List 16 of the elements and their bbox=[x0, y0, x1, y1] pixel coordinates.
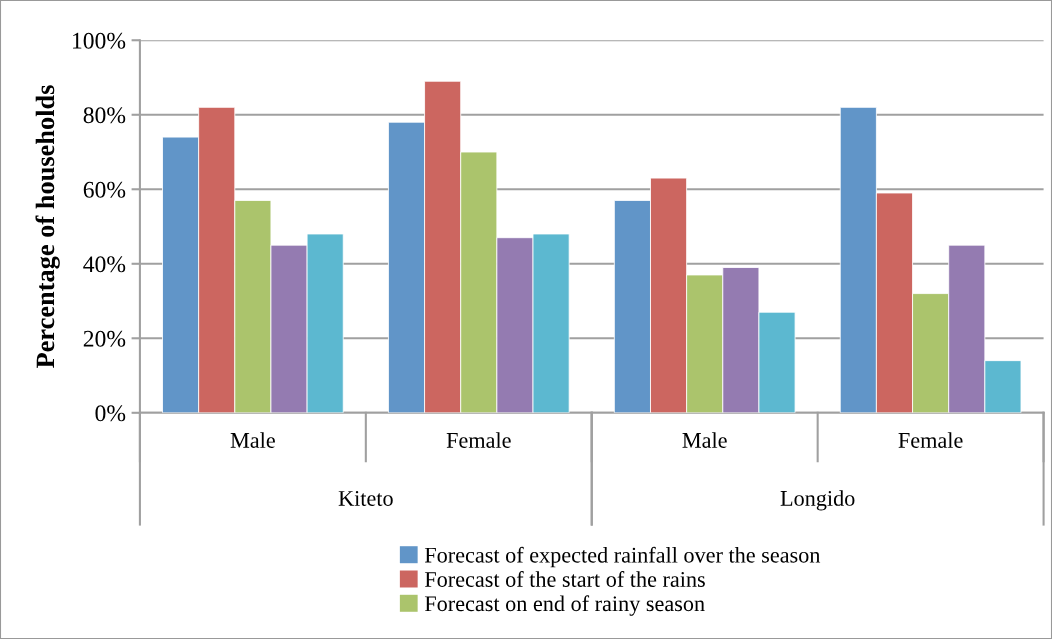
x-tick-label: Male bbox=[230, 432, 275, 448]
y-tick-label: 80% bbox=[83, 107, 126, 124]
x-tick-label: Female bbox=[898, 432, 963, 448]
legend-label: Forecast of the start of the rains bbox=[424, 571, 705, 587]
y-tick-label: 0% bbox=[95, 405, 126, 422]
x-tick-label: Male bbox=[682, 432, 727, 448]
text: Kiteto bbox=[338, 490, 393, 506]
y-axis-title: Percentage of households bbox=[35, 85, 60, 369]
legend-label: Forecast on end of rainy season bbox=[424, 595, 705, 616]
y-tick-label: 20% bbox=[83, 330, 126, 347]
y-tick-label: 100% bbox=[73, 32, 126, 49]
legend-label: Forecast of expected rainfall over the season bbox=[424, 546, 821, 568]
y-tick-label: 60% bbox=[83, 181, 126, 198]
text: Longido bbox=[780, 490, 855, 511]
x-tick-label: Female bbox=[446, 432, 511, 448]
y-tick-label: 40% bbox=[83, 256, 126, 273]
